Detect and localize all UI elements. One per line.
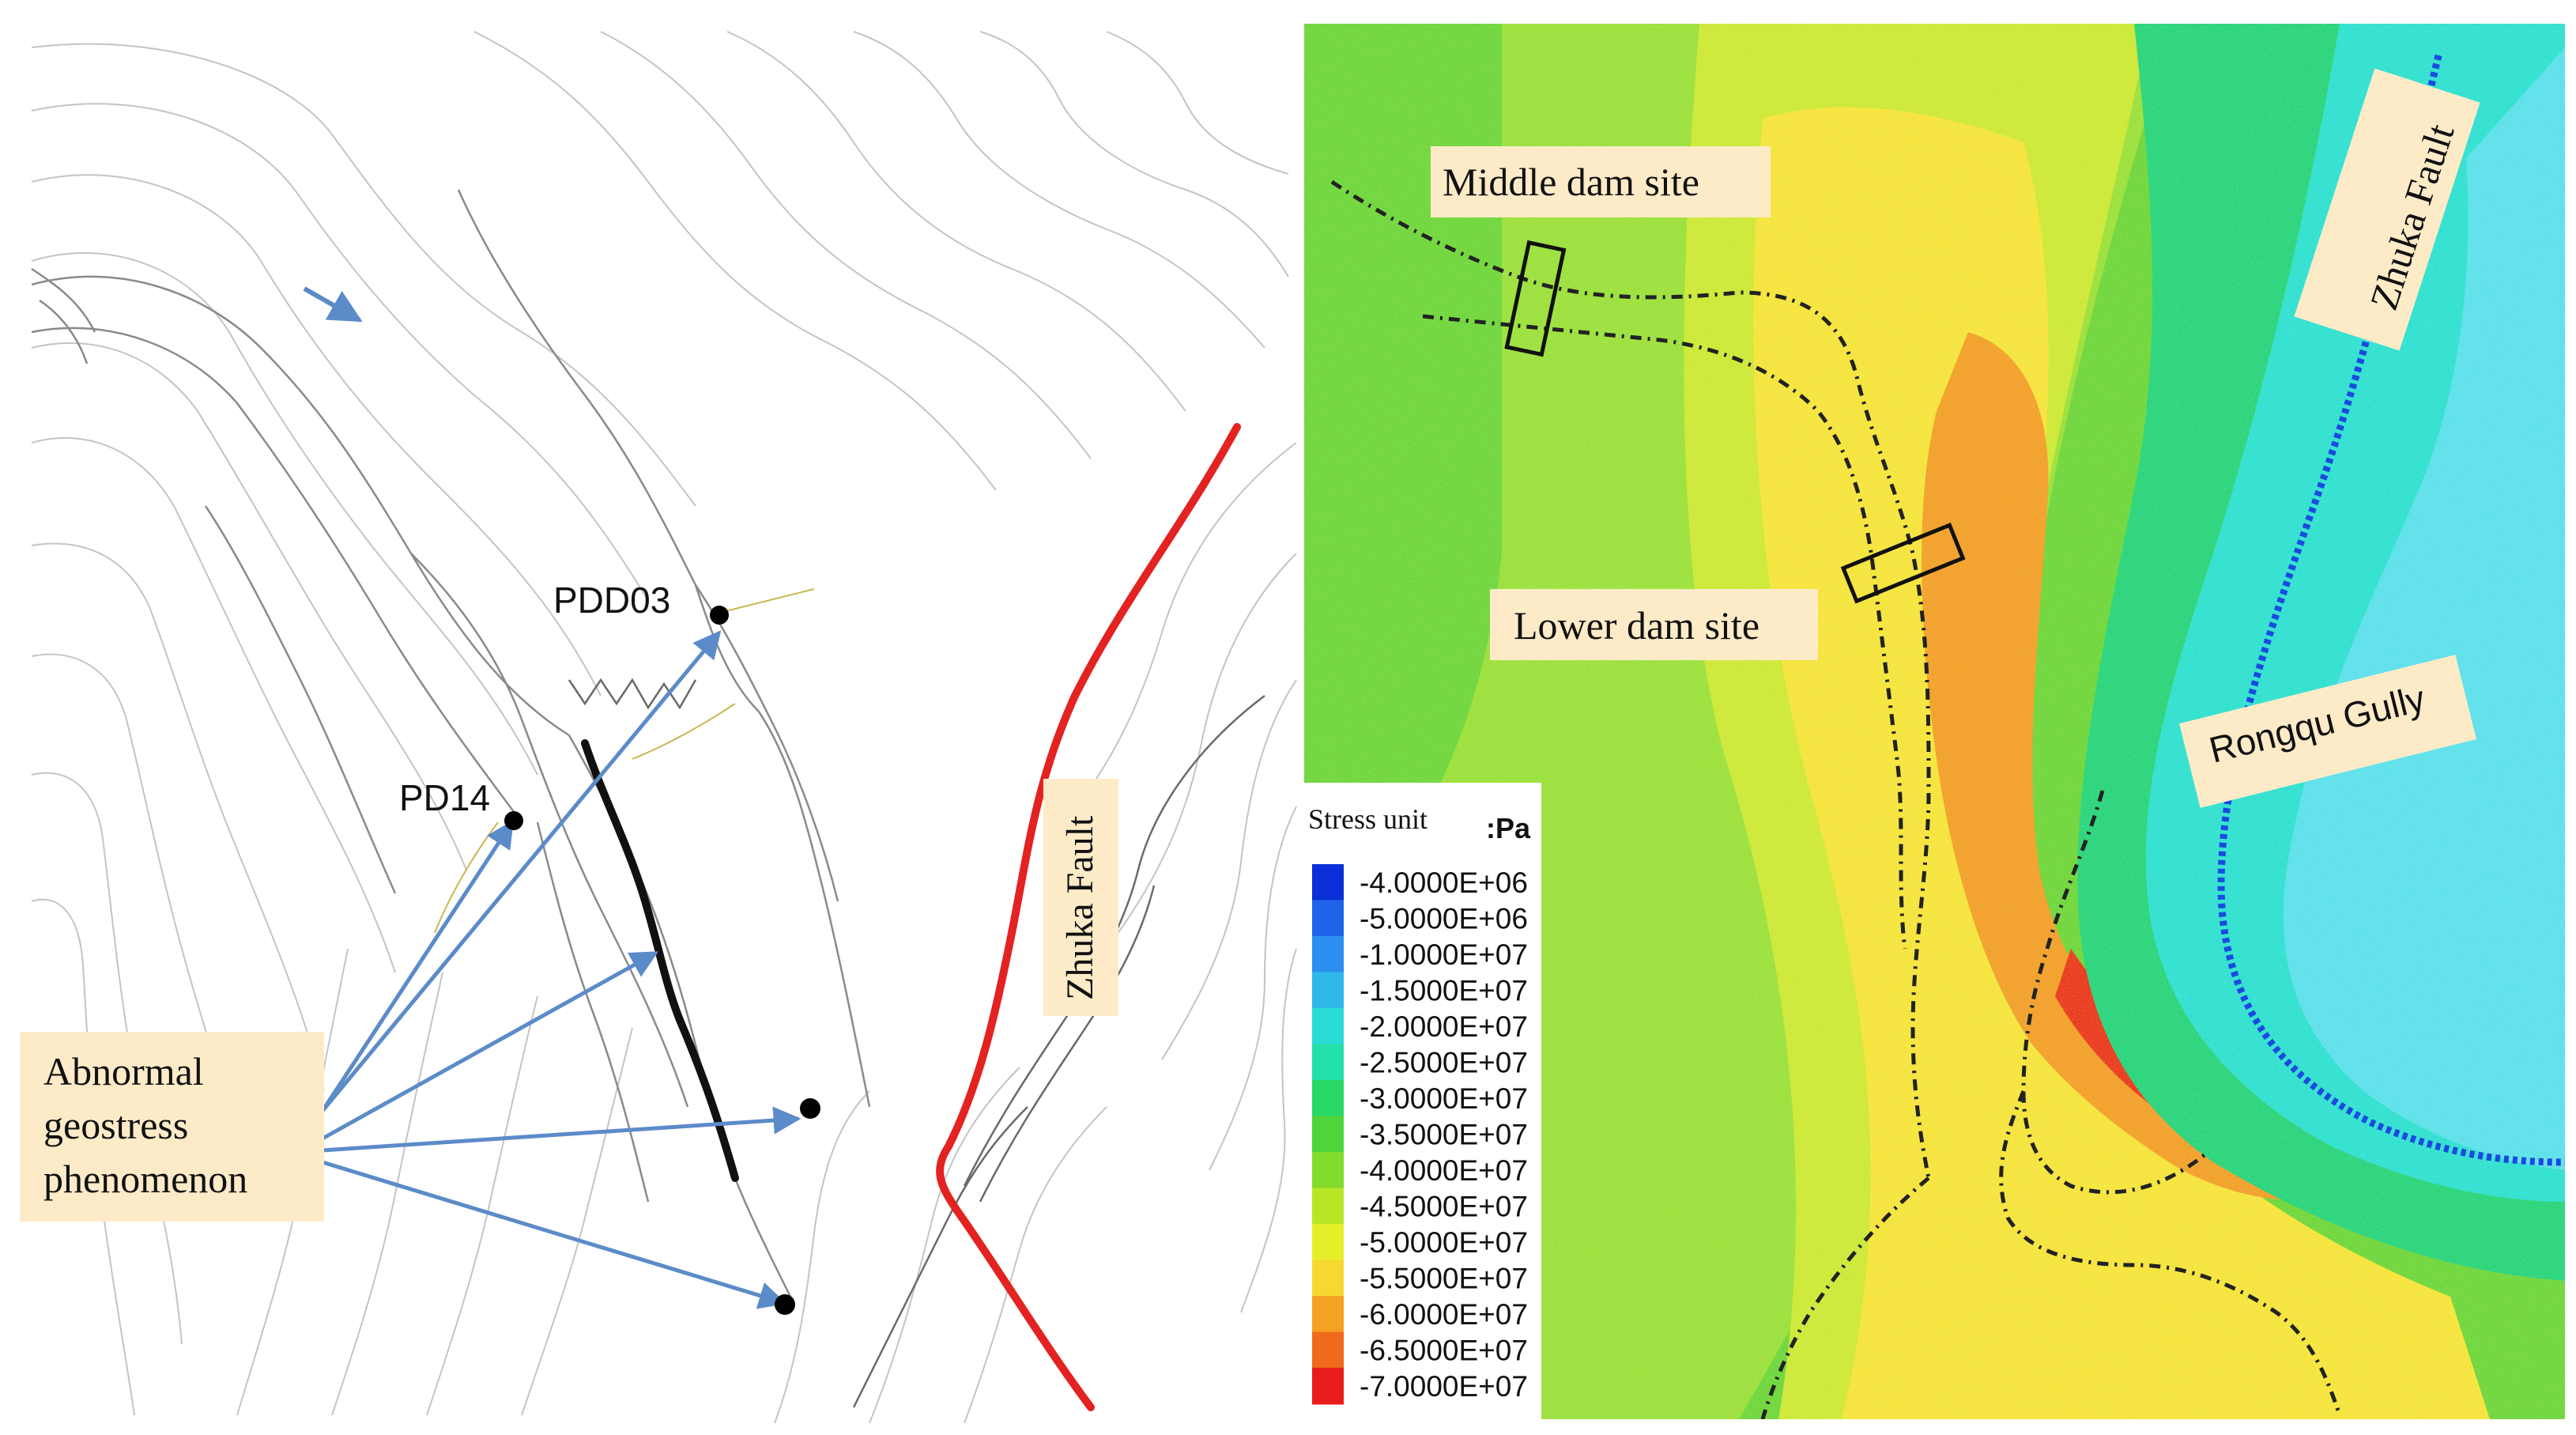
section-lines (1330, 179, 2342, 1419)
legend-swatch (1312, 1044, 1344, 1081)
legend-value: -1.0000E+07 (1360, 938, 1528, 971)
abnormal-label-line-2: geostress (43, 1103, 188, 1147)
legend-value: -3.0000E+07 (1360, 1082, 1528, 1115)
arrow-to-point-a (322, 1106, 801, 1153)
middle-dam-site-box (1504, 240, 1567, 357)
legend-swatch (1312, 1152, 1344, 1189)
legend-value: -5.0000E+07 (1360, 1226, 1528, 1259)
legend-value: -4.0000E+06 (1360, 867, 1528, 899)
legend-value: -6.0000E+07 (1360, 1298, 1528, 1331)
legend-value: -5.0000E+06 (1360, 902, 1528, 935)
left-topographic-map: PDD03 PD14 Zhuka Fault Abnormal geostres… (20, 24, 1297, 1424)
legend-value: -1.5000E+07 (1360, 974, 1528, 1006)
legend-value: -4.0000E+07 (1360, 1154, 1528, 1187)
arrow-to-pdd03 (321, 630, 722, 1112)
legend-swatch (1312, 1080, 1344, 1117)
legend-swatch (1312, 1224, 1344, 1261)
legend-swatch (1312, 900, 1344, 937)
legend-swatch (1312, 1188, 1344, 1225)
abnormal-label-line-1: Abnormal (43, 1049, 204, 1093)
point-a (800, 1098, 820, 1119)
legend-swatch (1312, 1259, 1344, 1297)
legend-value: -2.0000E+07 (1360, 1010, 1528, 1043)
abnormal-label: Abnormal geostress phenomenon (43, 1049, 247, 1201)
zhuka-fault-label-box-left (1043, 779, 1118, 1016)
lower-dam-label: Lower dam site (1514, 603, 1759, 648)
rongqu-gully-label-box (2179, 655, 2476, 808)
legend-rows: -4.0000E+06-5.0000E+06-1.0000E+07-1.5000… (1312, 864, 1528, 1405)
right-stress-map: Middle dam site Lower dam site Zhuka Fau… (1304, 24, 2565, 1419)
stress-legend: Stress unit :Pa -4.0000E+06-5.0000E+06-1… (1308, 803, 1531, 1405)
pdd03-label: PDD03 (553, 580, 670, 621)
station-points (504, 606, 820, 1315)
middle-dam-label-box (1431, 146, 1771, 217)
legend-swatch (1312, 864, 1344, 901)
zhuka-fault-line-left (936, 423, 1241, 1411)
legend-value: -5.5000E+07 (1360, 1262, 1528, 1294)
zhuka-fault-label-box-right (2294, 68, 2480, 351)
pd14-point (504, 811, 523, 830)
arrow-to-trace (321, 950, 659, 1141)
legend-unit: :Pa (1486, 812, 1531, 844)
legend-swatch (1312, 972, 1344, 1009)
abnormal-label-box (20, 1032, 324, 1222)
arrow-to-point-b (322, 1160, 787, 1309)
geostress-arrows (320, 630, 801, 1309)
pdd03-point (710, 606, 729, 625)
lower-dam-site-box (1840, 523, 1966, 604)
legend-swatch (1312, 1368, 1344, 1405)
point-b (775, 1294, 795, 1315)
legend-backdrop (1304, 783, 1541, 1419)
lower-dam-label-box (1490, 589, 1818, 660)
middle-dam-label: Middle dam site (1443, 160, 1699, 204)
black-trace-line (581, 739, 739, 1182)
legend-swatch (1312, 1331, 1344, 1369)
legend-value: -3.5000E+07 (1360, 1118, 1528, 1150)
legend-swatch (1312, 936, 1344, 973)
legend-value: -4.5000E+07 (1360, 1190, 1528, 1222)
arrow-to-pd14 (320, 820, 515, 1112)
legend-value: -7.0000E+07 (1360, 1370, 1528, 1403)
abnormal-label-line-3: phenomenon (43, 1157, 247, 1201)
pd14-label: PD14 (399, 777, 490, 818)
legend-title: Stress unit (1308, 803, 1428, 835)
legend-value: -2.5000E+07 (1360, 1046, 1528, 1078)
flow-direction-arrow (303, 286, 363, 323)
legend-swatch (1312, 1296, 1344, 1333)
legend-value: -6.5000E+07 (1360, 1334, 1528, 1366)
zhuka-fault-label-left: Zhuka Fault (1059, 815, 1101, 1000)
legend-swatch (1312, 1008, 1344, 1045)
legend-swatch (1312, 1116, 1344, 1153)
